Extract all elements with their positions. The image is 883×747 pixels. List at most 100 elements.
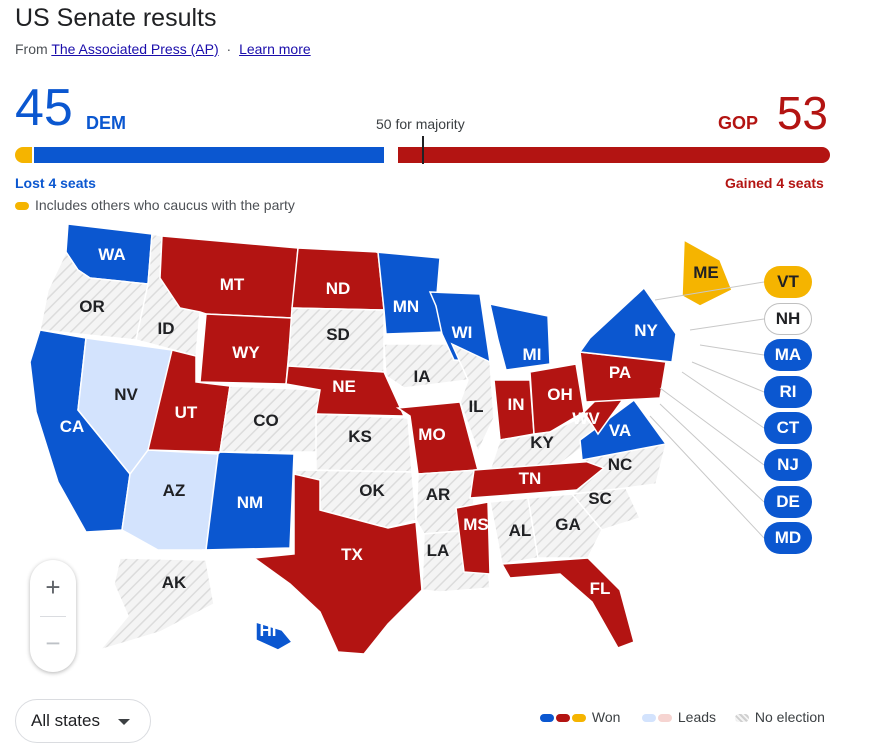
state-ak[interactable] [97,557,215,652]
state-tx[interactable] [251,473,423,655]
legend-no-election-label: No election [754,709,825,725]
learn-more-link[interactable]: Learn more [239,41,311,57]
state-label-il: IL [468,397,483,416]
state-ia[interactable] [383,343,470,389]
state-label-ca: CA [60,417,85,436]
zoom-control: + − [30,560,76,672]
state-fl[interactable] [500,557,635,649]
state-label-ut: UT [175,403,198,422]
zoom-in-button[interactable]: + [45,572,61,602]
state-label-ok: OK [359,481,385,500]
state-il[interactable] [450,342,495,454]
state-label-pa: PA [609,363,631,382]
state-mn[interactable] [375,251,446,335]
state-az[interactable] [121,449,219,551]
state-pill-md[interactable]: MD [764,522,812,554]
seat-balance-bar [15,147,830,163]
no-election-swatch [735,714,749,723]
majority-marker [422,136,424,164]
state-label-mn: MN [393,297,419,316]
state-label-oh: OH [547,385,573,404]
state-label-id: ID [158,319,175,338]
state-pill-ct[interactable]: CT [764,412,812,444]
state-label-tn: TN [519,469,542,488]
state-label-nm: NM [237,493,263,512]
caucus-note: Includes others who caucus with the part… [15,197,295,213]
state-label-sd: SD [326,325,350,344]
state-label-nd: ND [326,279,351,298]
dem-seat-change: Lost 4 seats [15,175,96,191]
legend-leads: Leads [642,709,716,725]
state-label-ny: NY [634,321,658,340]
leads-dem-swatch [642,714,656,723]
state-pill-nh[interactable]: NH [764,303,812,335]
state-mi[interactable] [489,303,551,371]
won-ind-swatch [572,714,586,723]
state-select-dropdown[interactable]: All states [15,699,151,743]
state-hi[interactable] [255,620,294,651]
dropdown-caret-icon [118,719,130,725]
state-ny[interactable] [578,286,677,363]
leads-gop-swatch [658,714,672,723]
state-ga[interactable] [527,493,603,559]
state-pill-de[interactable]: DE [764,486,812,518]
state-ms[interactable] [455,501,491,575]
state-oh[interactable] [529,363,585,435]
state-label-or: OR [79,297,105,316]
state-label-fl: FL [590,579,611,598]
state-pill-vt[interactable]: VT [764,266,812,298]
legend-won: Won [540,709,620,725]
state-label-ga: GA [555,515,581,534]
ind-caucus-segment [15,147,32,163]
state-label-wv: WV [572,409,600,428]
state-label-al: AL [509,521,532,540]
state-label-co: CO [253,411,279,430]
state-label-la: LA [427,541,450,560]
page-title: US Senate results [15,4,217,32]
state-label-in: IN [508,395,525,414]
state-pill-ma[interactable]: MA [764,339,812,371]
state-label-wy: WY [232,343,260,362]
state-wi[interactable] [428,291,491,363]
legend-leads-label: Leads [677,709,717,725]
majority-label: 50 for majority [376,116,465,132]
caucus-note-text: Includes others who caucus with the part… [35,197,295,213]
won-dem-swatch [540,714,554,723]
dem-seats-segment [34,147,384,163]
zoom-divider [40,616,66,617]
state-label-sc: SC [588,489,612,508]
gop-seat-count: 53 [776,87,828,139]
source-prefix: From [15,41,48,57]
state-label-ar: AR [426,485,451,504]
state-select-value: All states [31,711,100,730]
dem-party-label: DEM [86,113,126,133]
state-label-ky: KY [530,433,554,452]
gop-seats-segment [398,147,830,163]
state-label-mt: MT [220,275,245,294]
state-label-wa: WA [98,245,125,264]
zoom-out-button[interactable]: − [45,628,61,658]
gop-seat-change: Gained 4 seats [725,175,824,191]
source-separator: · [226,41,232,57]
state-label-ia: IA [414,367,431,386]
caucus-color-dot [15,202,29,211]
legend-won-label: Won [591,709,621,725]
state-label-ak: AK [162,573,187,592]
dem-seat-count: 45 [15,79,73,137]
state-nm[interactable] [201,451,295,551]
us-senate-map: WA OR CA ID NV AZ UT MT WY CO NM ND SD NE KS OK TX MN IA MO… [29,223,733,655]
state-label-ne: NE [332,377,356,396]
state-pill-ri[interactable]: RI [764,376,812,408]
state-label-me: ME [693,263,719,282]
state-label-hi: HI [260,621,277,640]
won-gop-swatch [556,714,570,723]
gop-party-label: GOP [718,113,759,133]
source-line: From The Associated Press (AP) · Learn m… [15,41,311,57]
state-pill-nj[interactable]: NJ [764,449,812,481]
state-label-mo: MO [418,425,445,444]
state-label-va: VA [609,421,631,440]
legend-no-election: No election [735,709,825,725]
state-label-tx: TX [341,545,363,564]
ap-source-link[interactable]: The Associated Press (AP) [51,41,219,57]
state-label-wi: WI [452,323,473,342]
